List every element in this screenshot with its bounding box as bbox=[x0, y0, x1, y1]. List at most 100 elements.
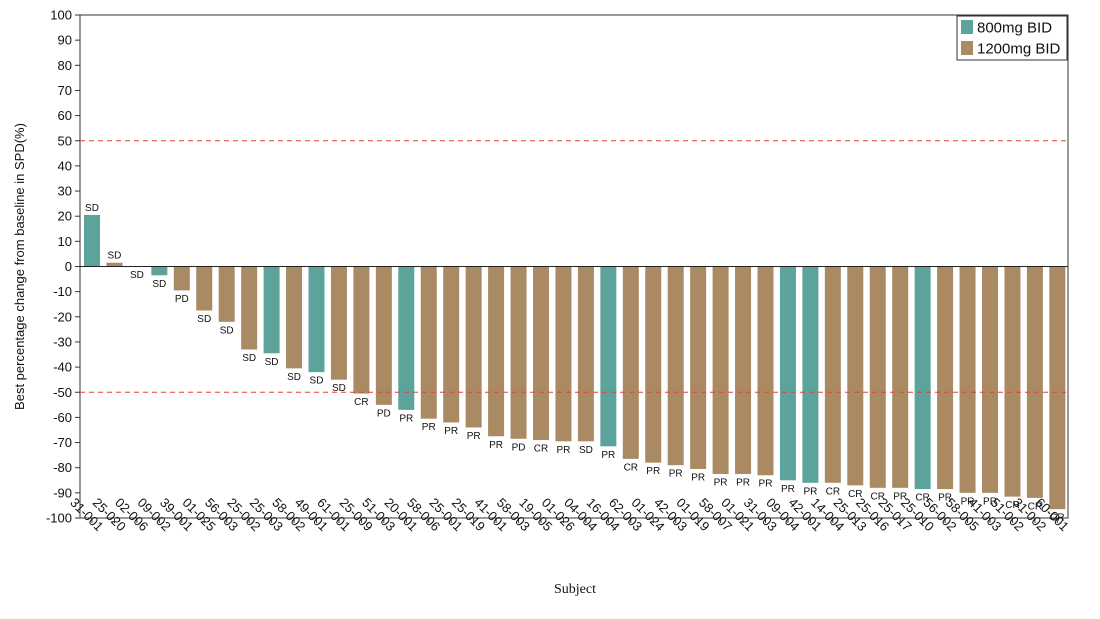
response-label: PR bbox=[691, 472, 705, 483]
bar bbox=[84, 214, 100, 267]
bar bbox=[869, 266, 886, 488]
bar bbox=[690, 266, 707, 469]
y-tick-label: -20 bbox=[53, 309, 72, 324]
y-tick-label: -60 bbox=[53, 410, 72, 425]
bar bbox=[488, 266, 505, 437]
response-label: PR bbox=[646, 466, 660, 477]
response-label: SD bbox=[287, 372, 301, 383]
response-label: PR bbox=[556, 445, 570, 456]
bar bbox=[712, 266, 729, 474]
legend-frame bbox=[956, 15, 1068, 61]
bar bbox=[510, 266, 527, 439]
response-label: PR bbox=[669, 469, 683, 480]
bar bbox=[1026, 266, 1043, 498]
response-label: SD bbox=[332, 383, 346, 394]
bar bbox=[622, 266, 639, 459]
response-label: PR bbox=[893, 491, 907, 502]
response-label: CR bbox=[1028, 501, 1042, 512]
bar bbox=[286, 266, 303, 369]
bar bbox=[982, 266, 998, 493]
response-label: SD bbox=[152, 279, 166, 290]
y-tick-label: 70 bbox=[58, 83, 72, 98]
response-label: PR bbox=[422, 422, 436, 433]
response-label: CR bbox=[354, 397, 368, 408]
response-label: CR bbox=[915, 493, 929, 504]
response-label: PR bbox=[938, 493, 952, 504]
bar bbox=[847, 266, 864, 486]
y-tick-label: -40 bbox=[53, 360, 72, 375]
y-tick-label: 50 bbox=[58, 133, 72, 148]
response-label: PR bbox=[781, 484, 795, 495]
bar bbox=[667, 266, 684, 466]
response-label: PR bbox=[961, 496, 975, 507]
bar bbox=[218, 266, 235, 322]
bar bbox=[353, 266, 370, 394]
response-label: CR bbox=[1005, 500, 1019, 511]
y-tick-label: 90 bbox=[58, 33, 72, 48]
response-label: PD bbox=[175, 294, 189, 305]
legend-swatch bbox=[961, 20, 973, 34]
response-label: CR bbox=[534, 444, 548, 455]
y-tick-label: -10 bbox=[53, 284, 72, 299]
response-label: PR bbox=[467, 431, 481, 442]
response-label: SD bbox=[310, 376, 324, 387]
response-label: PR bbox=[714, 477, 728, 488]
legend-label: 1200mg BID bbox=[977, 41, 1061, 58]
bar bbox=[892, 266, 909, 488]
y-tick-label: 0 bbox=[65, 259, 72, 274]
bar bbox=[241, 266, 258, 350]
response-label: CR bbox=[871, 491, 885, 502]
response-label: SD bbox=[197, 314, 211, 325]
response-label: PR bbox=[399, 413, 413, 424]
y-tick-label: -30 bbox=[53, 334, 72, 349]
y-tick-label: 80 bbox=[58, 58, 72, 73]
response-label: SD bbox=[220, 325, 234, 336]
y-tick-label: -90 bbox=[53, 485, 72, 500]
bar bbox=[959, 266, 976, 493]
response-label: SD bbox=[85, 203, 99, 214]
y-axis-title: Best percentage change from baseline in … bbox=[12, 123, 27, 410]
bar bbox=[600, 266, 617, 447]
response-label: PD bbox=[377, 408, 391, 419]
response-label: CR bbox=[826, 486, 840, 497]
bar bbox=[914, 266, 931, 490]
bar bbox=[1049, 266, 1066, 510]
response-label: SD bbox=[265, 357, 279, 368]
bar bbox=[465, 266, 482, 428]
bar bbox=[398, 266, 415, 410]
y-tick-label: 30 bbox=[58, 184, 72, 199]
y-tick-label: 40 bbox=[58, 158, 72, 173]
legend-swatch bbox=[961, 41, 973, 55]
y-tick-label: -70 bbox=[53, 435, 72, 450]
bar bbox=[802, 266, 819, 483]
y-tick-label: -50 bbox=[53, 385, 72, 400]
bar bbox=[577, 266, 594, 442]
response-label: PR bbox=[489, 440, 503, 451]
response-label: PR bbox=[759, 479, 773, 490]
response-label: SD bbox=[130, 270, 144, 281]
bar bbox=[757, 266, 774, 476]
bar bbox=[330, 266, 347, 380]
response-label: SD bbox=[579, 445, 593, 456]
bar bbox=[151, 266, 168, 276]
bar bbox=[533, 266, 549, 441]
response-label: SD bbox=[107, 251, 121, 262]
bar bbox=[645, 266, 662, 463]
legend: 800mg BID 1200mg BID bbox=[956, 15, 1068, 61]
response-label: SD bbox=[242, 353, 256, 364]
plot-area: 1009080706050403020100-10-20-30-40-50-60… bbox=[46, 8, 1072, 535]
bar bbox=[937, 266, 954, 490]
y-tick-label: -80 bbox=[53, 460, 72, 475]
response-label: PR bbox=[983, 496, 997, 507]
response-label: PR bbox=[444, 426, 458, 437]
y-tick-label: -100 bbox=[46, 511, 72, 526]
y-tick-label: 20 bbox=[58, 209, 72, 224]
bar bbox=[779, 266, 796, 481]
y-tick-label: 100 bbox=[50, 8, 72, 23]
response-label: PR bbox=[736, 477, 750, 488]
y-tick-label: 10 bbox=[58, 234, 72, 249]
response-label: CR bbox=[848, 489, 862, 500]
response-label: PD bbox=[512, 442, 526, 453]
bar bbox=[196, 266, 213, 311]
